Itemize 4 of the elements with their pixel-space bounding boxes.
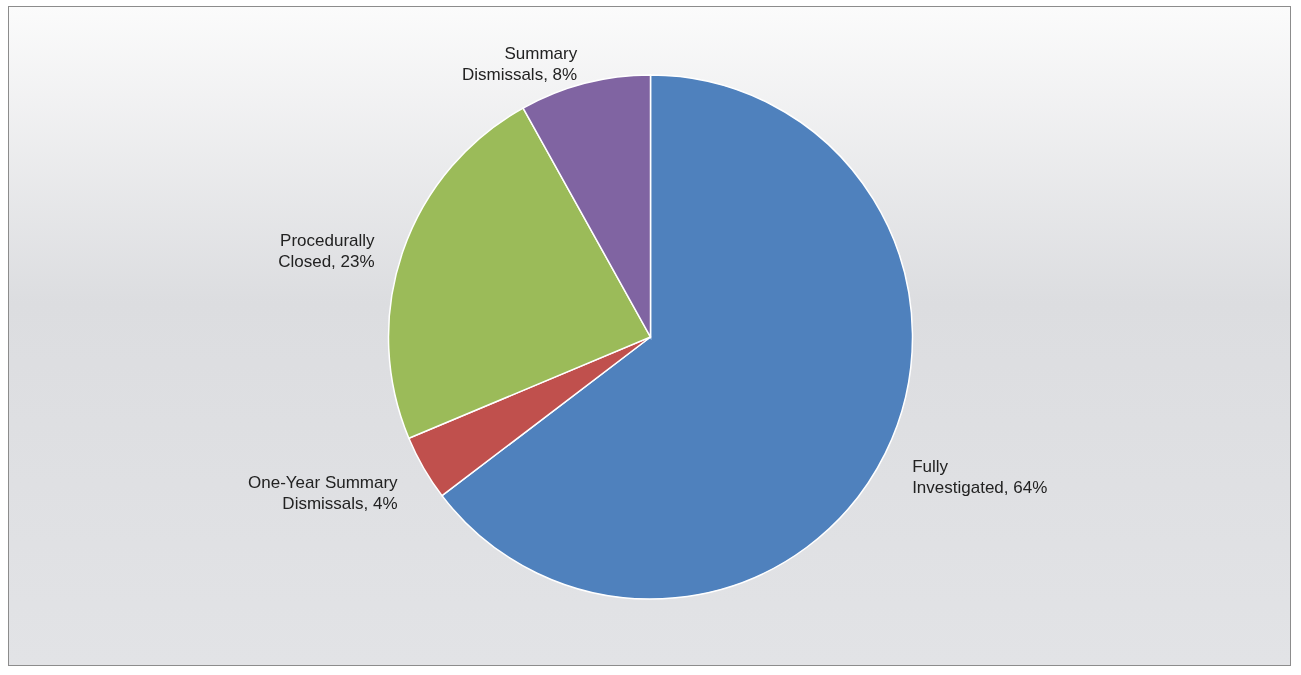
slice-label: Procedurally Closed, 23% <box>278 231 376 272</box>
slice-label: Summary Dismissals, 8% <box>461 44 578 85</box>
slice-label: One-Year Summary Dismissals, 4% <box>248 473 399 513</box>
slice-label: Fully Investigated, 64% <box>912 456 1048 497</box>
